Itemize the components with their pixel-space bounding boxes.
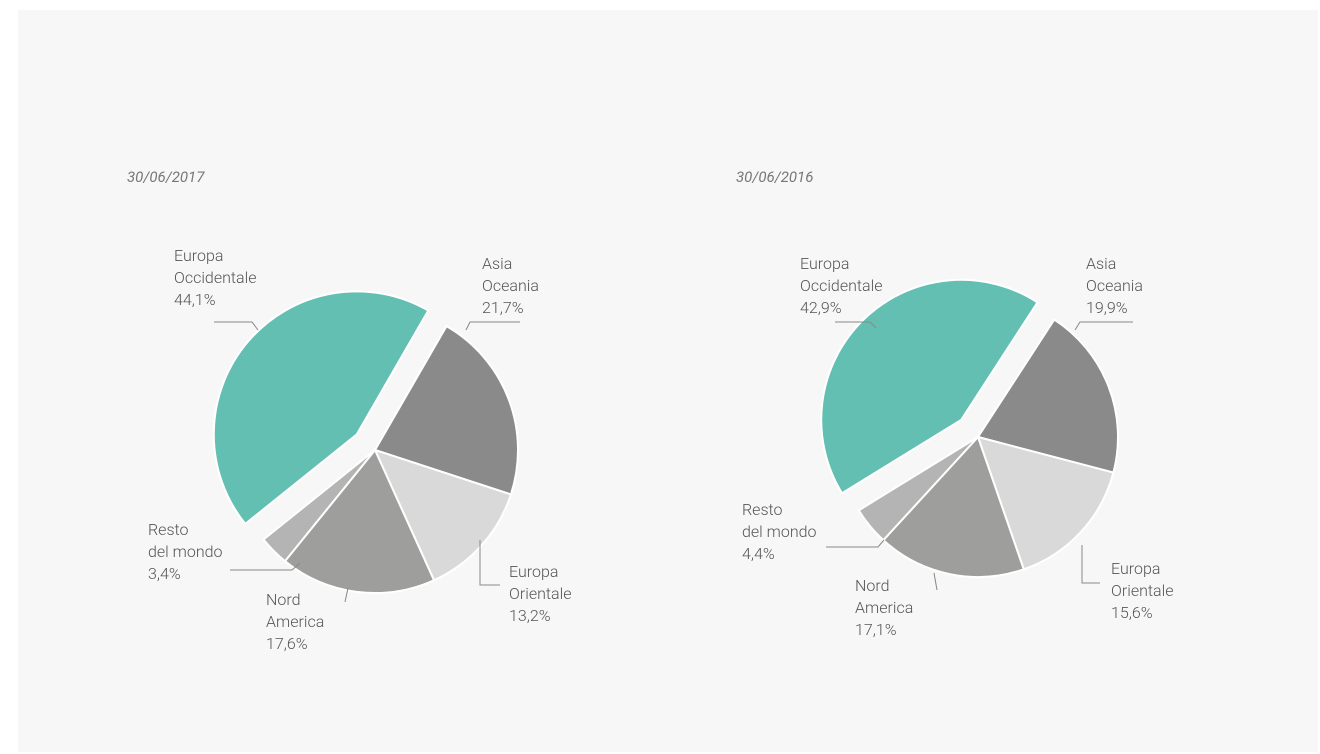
leader-line [479,540,500,586]
category-label: Europa Orientale [509,562,572,603]
chart-title: 30/06/2017 [127,168,205,186]
leader-line [835,321,877,329]
leader-line [826,539,885,548]
category-label: Nord America [855,576,914,617]
slice-label: Nord America 17,6% [266,589,324,655]
slice-label: Resto del mondo 4,4% [742,499,816,565]
slice-label: Europa Occidentale 42,9% [800,253,882,319]
value-label: 13,2% [509,606,551,625]
leader-line [214,321,259,331]
leader-line [230,562,301,571]
value-label: 17,6% [266,634,308,653]
pie-slice [212,290,430,526]
slice-label: Europa Orientale 13,2% [509,561,571,627]
value-label: 19,9% [1086,298,1128,317]
category-label: Resto del mondo [148,520,223,561]
slice-label: Asia Oceania 19,9% [1086,253,1143,319]
value-label: 42,9% [800,298,842,317]
leader-line [465,321,520,331]
pie-slice [283,448,436,594]
value-label: 17,1% [855,620,897,639]
leader-line [933,572,938,591]
pie-slice [976,318,1119,474]
slice-label: Nord America 17,1% [855,575,913,641]
pie-slice [820,278,1039,495]
category-label: Europa Occidentale [174,246,257,287]
category-label: Nord America [266,590,325,631]
value-label: 4,4% [742,544,775,563]
value-label: 3,4% [148,564,181,583]
category-label: Asia Oceania [1086,254,1143,295]
slice-label: Europa Orientale 15,6% [1111,558,1173,624]
pie-slice [976,435,1115,571]
leader-line [1074,321,1133,331]
value-label: 21,7% [482,298,524,317]
category-label: Europa Occidentale [800,254,883,295]
leader-line [1081,545,1100,584]
leader-line [344,587,349,603]
chart-title: 30/06/2016 [736,168,814,186]
category-label: Asia Oceania [482,254,539,295]
value-label: 15,6% [1111,603,1153,622]
pie-slice [373,324,519,496]
value-label: 44,1% [174,290,216,309]
slice-label: Asia Oceania 21,7% [482,253,539,319]
category-label: Europa Orientale [1111,559,1174,600]
pie-slice [262,449,376,563]
pie-slice [373,448,513,582]
slice-label: Europa Occidentale 44,1% [174,245,256,311]
pie-slice [881,435,1026,578]
category-label: Resto del mondo [742,500,817,541]
slice-label: Resto del mondo 3,4% [148,519,222,585]
